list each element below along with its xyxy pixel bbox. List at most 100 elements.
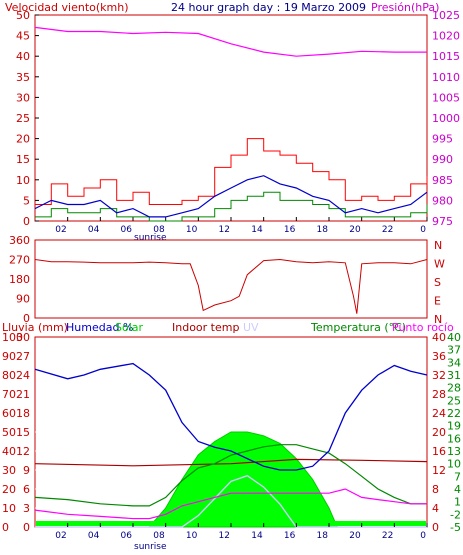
temperature-axis-label: Temperatura (°C) [310,321,406,334]
humidity-tick-label: 30 [2,464,16,477]
rain-tick-label: 6 [23,483,30,496]
humidity-tick-label: 0 [2,521,9,534]
temp-outer-tick-label: 0 [432,521,439,534]
direction-tick-label: 360 [9,234,30,247]
humidity-tick-label: 50 [2,426,16,439]
temp-inner-tick-label: 4 [454,483,461,496]
rain-tick-label: 18 [16,407,30,420]
temp-outer-tick-label: 8 [432,483,439,496]
direction-left-ticks: 0 90 180 270 360 [9,234,30,325]
humidity-tick-label: 80 [2,369,16,382]
climate-x-tick-label: 22 [382,531,393,541]
dewpoint-line [34,488,427,520]
temp-outer-tick-label: 4 [432,502,439,515]
pressure-tick-label: 1025 [432,9,460,22]
humidity-tick-label: 70 [2,388,16,401]
solar-axis-label: Solar [115,321,144,334]
climate-x-tick-label: 02 [55,531,66,541]
pressure-tick-label: 995 [432,133,453,146]
climate-x-tick-label: 12 [219,531,230,541]
indoor-temp-line [34,458,428,467]
temp-outer-tick-label: 28 [432,388,446,401]
pressure-line [34,26,427,57]
temp-inner-tick-label: 1 [454,496,461,509]
rain-tick-label: 3 [23,502,30,515]
temp-inner-tick-label: 19 [447,420,461,433]
compass-label: S [434,276,441,289]
temp-inner-tick-label: 25 [447,394,461,407]
humidity-axis-label: Humedad % [66,321,133,334]
rain-tick-label: 21 [16,388,30,401]
wind-tick-label: 10 [16,174,30,187]
wind-tick-label: 30 [16,91,30,104]
wind-gust-line [35,138,428,205]
rain-tick-label: 0 [23,521,30,534]
temp-inner-tick-label: -2 [450,508,461,521]
climate-x-tick-label: 06 [121,531,133,541]
pressure-tick-label: 1005 [432,91,460,104]
direction-line [34,258,428,314]
wind-x-tick-label: 20 [349,225,361,235]
pressure-tick-label: 980 [432,194,453,207]
wind-avg-line [34,175,428,218]
sunrise-label-bottom: sunrise [134,542,167,552]
rain-tick-label: 30 [16,331,30,344]
pressure-tick-label: 1000 [432,112,460,125]
uv-line [35,474,427,528]
pressure-tick-label: 1010 [432,71,460,84]
wind-tick-label: 5 [23,194,30,207]
wind-x-tick-label: 22 [382,225,393,235]
pressure-tick-label: 1020 [432,30,460,43]
humidity-tick-label: 100 [2,331,23,344]
pressure-tick-label: 975 [432,215,453,228]
wind-min-line [35,191,428,222]
wind-tick-label: 25 [16,112,30,125]
temp-inner-tick-label: 13 [447,445,461,458]
climate-x-ticks: 02 04 06 08 10 12 14 16 18 20 22 0 [55,523,428,541]
right-axis-title: Presión(hPa) [371,1,439,14]
rain-tick-label: 15 [16,426,30,439]
climate-axis-ticks: 0102030405060708090100036912151821242730… [2,331,461,534]
wind-left-ticks: 0 5 10 15 20 25 30 35 40 45 50 [16,9,39,228]
pressure-tick-label: 990 [432,153,453,166]
compass-label: N [434,239,442,252]
wind-tick-label: 35 [16,71,30,84]
rain-tick-label: 27 [16,350,30,363]
temp-inner-tick-label: -5 [450,521,461,534]
wind-tick-label: 45 [16,30,30,43]
temperature-line [34,444,427,507]
wind-tick-label: 15 [16,153,30,166]
wind-x-tick-label: 08 [153,225,165,235]
compass-label: W [434,258,445,271]
climate-x-tick-label: 18 [317,531,329,541]
wind-x-tick-label: 18 [317,225,329,235]
direction-series [34,258,428,314]
wind-tick-label: 50 [16,9,30,22]
wind-tick-label: 40 [16,50,30,63]
wind-x-tick-label: 06 [121,225,133,235]
temp-inner-tick-label: 16 [447,432,461,445]
temp-inner-tick-label: 31 [447,369,461,382]
temp-inner-tick-label: 34 [447,356,461,369]
indoor-temp-label: Indoor temp [172,321,239,334]
rain-tick-label: 24 [16,369,30,382]
direction-tick-label: 270 [9,254,30,267]
temp-inner-tick-label: 28 [447,382,461,395]
climate-x-tick-label: 10 [186,531,198,541]
direction-tick-label: 180 [9,273,30,286]
climate-x-tick-label: 20 [349,531,361,541]
rain-tick-label: 12 [16,445,30,458]
solar-area [35,431,427,528]
temp-outer-tick-label: 32 [432,369,446,382]
wind-x-tick-label: 12 [219,225,230,235]
humidity-tick-label: 20 [2,483,16,496]
wind-x-tick-label: 04 [88,225,100,235]
sunrise-label-top: sunrise [134,233,167,243]
wind-x-tick-label: 16 [284,225,296,235]
humidity-tick-label: 40 [2,445,16,458]
rain-tick-label: 9 [23,464,30,477]
compass-label: E [434,295,441,308]
wind-x-tick-label: 02 [55,225,66,235]
direction-tick-label: 90 [16,293,30,306]
